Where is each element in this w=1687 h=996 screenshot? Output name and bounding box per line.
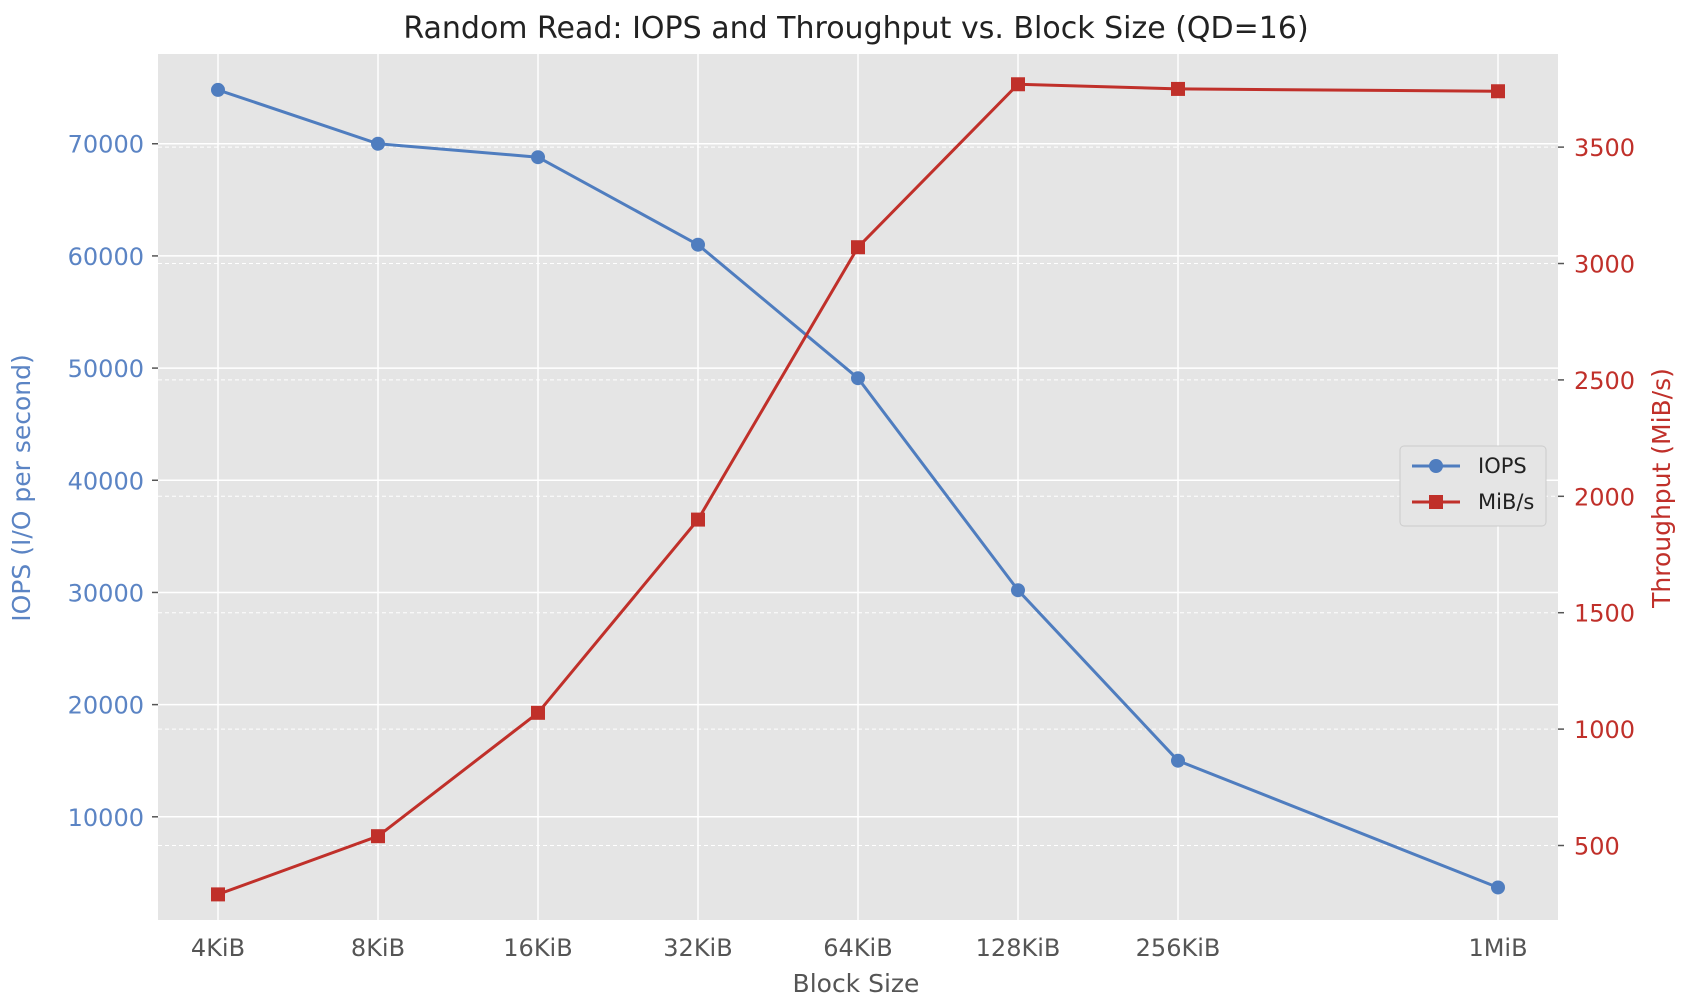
y-tick-label-left: 50000 [68,355,144,383]
data-point-iops [211,82,225,97]
legend-marker-circle [1429,459,1443,473]
data-point-throughput [1011,77,1025,92]
legend-label: IOPS [1478,454,1527,478]
y-tick-label-right: 3500 [1574,134,1635,162]
y-tick-label-right: 2000 [1574,483,1635,511]
x-tick-label: 16KiB [503,934,572,962]
x-tick-label: 8KiB [351,934,405,962]
y-tick-label-left: 30000 [68,579,144,607]
y-tick-label-left: 10000 [68,804,144,832]
y-tick-label-left: 60000 [68,243,144,271]
data-point-throughput [691,512,705,527]
data-point-iops [1011,583,1025,598]
y-tick-label-right: 1000 [1574,716,1635,744]
data-point-throughput [371,829,385,844]
x-tick-label: 256KiB [1136,934,1221,962]
series-layer [211,77,1505,902]
y-tick-label-right: 2500 [1574,367,1635,395]
x-axis-label: Block Size [793,969,920,996]
y-tick-label-right: 3000 [1574,251,1635,279]
data-point-throughput [1491,84,1505,99]
legend: IOPS MiB/s [1399,445,1547,527]
x-tick-label: 32KiB [663,934,732,962]
data-point-iops [1171,753,1185,768]
data-point-iops [851,371,865,386]
data-point-throughput [851,240,865,255]
data-point-iops [531,150,545,165]
y-tick-label-left: 40000 [68,467,144,495]
x-tick-label: 4KiB [191,934,245,962]
data-point-throughput [211,887,225,902]
series-line-mib-s [217,82,1499,896]
legend-label: MiB/s [1478,490,1534,514]
data-point-iops [691,237,705,252]
x-tick-label: 128KiB [976,934,1061,962]
y-axis-label-right: Throughput (MiB/s) [1647,368,1676,609]
y-axis-label-left: IOPS (I/O per second) [7,354,36,622]
x-tick-label: 64KiB [823,934,892,962]
data-point-throughput [1171,81,1185,96]
y-tick-label-right: 1500 [1574,600,1635,628]
y-tick-label-left: 70000 [68,131,144,159]
y-tick-label-right: 500 [1574,833,1620,861]
series-line-iops [217,88,1499,889]
data-point-iops [371,136,385,151]
data-point-throughput [531,705,545,720]
data-point-iops [1491,880,1505,895]
grid-lines [158,54,1558,920]
chart-title: Random Read: IOPS and Throughput vs. Blo… [403,11,1308,46]
x-tick-label: 1MiB [1468,934,1527,962]
axes: 4KiB 8KiB 16KiB 32KiB 64KiB 128KiB 256KiB 1MiB 1… [68,131,1635,962]
legend-marker-square [1429,495,1443,509]
y-tick-label-left: 20000 [68,692,144,720]
